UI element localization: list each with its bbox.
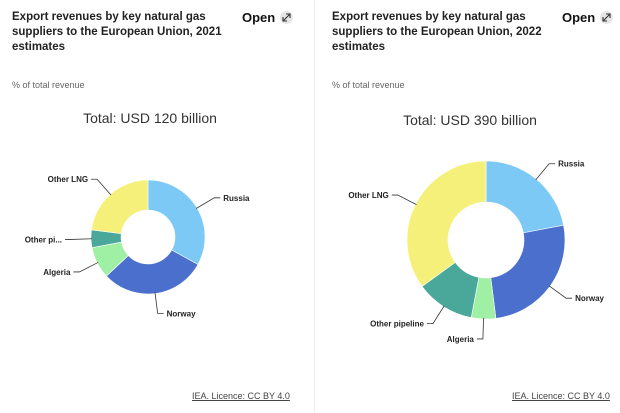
slice-label: Russia [223,194,250,203]
slice-label: Norway [167,309,196,318]
chart-subtitle: % of total revenue [12,80,85,90]
leader-line [73,262,99,273]
slice-russia[interactable] [147,179,206,265]
open-label: Open [562,10,596,25]
leader-line [476,317,484,340]
slice-other-lng[interactable] [406,160,487,287]
expand-icon [600,11,614,24]
leader-line [154,292,164,314]
donut-chart: Russia Norway Algeria Other pi... Other LNG [25,175,250,318]
chart-title: Export revenues by key natural gas suppl… [12,11,222,53]
chart-subtitle: % of total revenue [332,80,405,90]
slice-russia[interactable] [485,160,564,234]
leader-line [426,305,445,324]
panel-divider [314,0,315,413]
open-label: Open [242,10,276,25]
slice-label: Russia [558,160,585,169]
leader-line [65,238,93,240]
chart-title: Export revenues by key natural gas suppl… [332,11,542,53]
total-label: Total: USD 390 billion [403,112,537,128]
licence-link[interactable]: IEA. Licence: CC BY 4.0 [192,391,290,401]
slice-label: Algeria [447,335,475,344]
slice-label: Other pipeline [370,320,424,329]
total-label: Total: USD 120 billion [83,110,217,126]
slice-norway[interactable] [106,249,199,295]
slice-label: Other LNG [348,191,388,200]
leader-line [195,197,221,209]
slice-label: Other pi... [25,235,62,244]
slice-label: Other LNG [48,175,88,184]
chart-panel-2021: Export revenues by key natural gas suppl… [12,10,294,401]
leader-line [535,163,556,181]
open-button[interactable]: Open [562,10,614,25]
expand-icon [280,11,294,24]
licence-link[interactable]: IEA. Licence: CC BY 4.0 [512,391,610,401]
leader-line [91,178,112,196]
leader-line [391,194,417,205]
slice-label: Norway [575,294,604,303]
donut-chart: Russia Norway Algeria Other pipeline Other L… [348,160,604,344]
slice-other-lng[interactable] [91,179,149,234]
chart-panel-2022: Export revenues by key natural gas suppl… [320,0,620,413]
slice-norway[interactable] [490,224,566,319]
leader-line [548,285,573,299]
open-button[interactable]: Open [242,10,294,25]
slice-label: Algeria [43,268,71,277]
